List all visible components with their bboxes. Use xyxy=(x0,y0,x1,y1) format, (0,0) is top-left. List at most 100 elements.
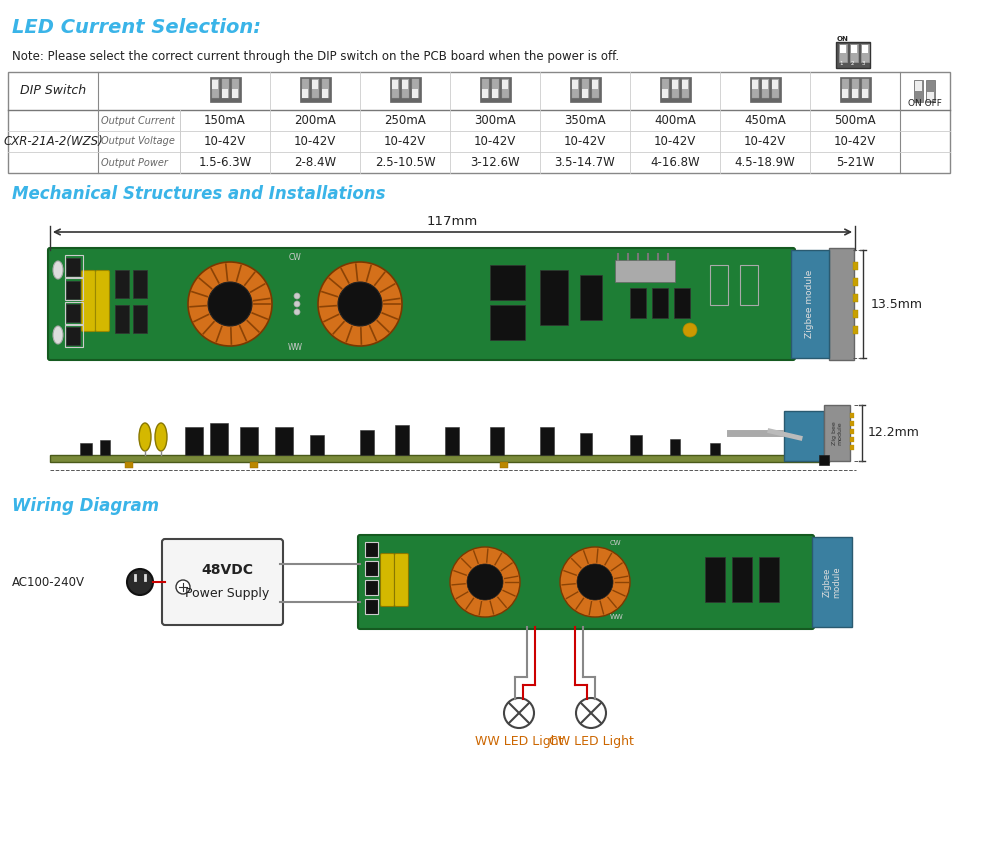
FancyBboxPatch shape xyxy=(853,278,858,286)
FancyBboxPatch shape xyxy=(732,557,752,602)
FancyBboxPatch shape xyxy=(490,427,504,455)
FancyBboxPatch shape xyxy=(8,72,950,173)
Circle shape xyxy=(467,564,503,600)
FancyBboxPatch shape xyxy=(850,44,858,62)
FancyBboxPatch shape xyxy=(662,89,668,98)
Circle shape xyxy=(560,547,630,617)
Circle shape xyxy=(294,301,300,307)
Text: 12.2mm: 12.2mm xyxy=(868,427,920,439)
Text: 10-42V: 10-42V xyxy=(744,135,786,148)
FancyBboxPatch shape xyxy=(365,542,378,557)
Text: 450mA: 450mA xyxy=(745,114,786,127)
FancyBboxPatch shape xyxy=(582,89,588,98)
Text: Zigbee module: Zigbee module xyxy=(805,270,814,338)
Text: 3: 3 xyxy=(861,61,864,66)
FancyBboxPatch shape xyxy=(659,77,691,102)
Text: 200mA: 200mA xyxy=(294,114,336,127)
FancyBboxPatch shape xyxy=(759,557,779,602)
FancyBboxPatch shape xyxy=(791,250,829,358)
Circle shape xyxy=(294,293,300,299)
FancyBboxPatch shape xyxy=(672,80,678,89)
FancyBboxPatch shape xyxy=(812,537,852,627)
FancyBboxPatch shape xyxy=(501,79,508,98)
Circle shape xyxy=(504,698,534,728)
FancyBboxPatch shape xyxy=(480,77,510,102)
FancyBboxPatch shape xyxy=(250,462,258,468)
FancyBboxPatch shape xyxy=(615,260,675,282)
FancyBboxPatch shape xyxy=(853,262,858,270)
FancyBboxPatch shape xyxy=(705,557,725,602)
FancyBboxPatch shape xyxy=(819,455,829,465)
FancyBboxPatch shape xyxy=(853,326,858,334)
Text: Output Current: Output Current xyxy=(101,115,175,126)
Text: 500mA: 500mA xyxy=(834,114,876,127)
FancyBboxPatch shape xyxy=(232,89,238,98)
FancyBboxPatch shape xyxy=(391,79,398,98)
FancyBboxPatch shape xyxy=(80,443,92,455)
FancyBboxPatch shape xyxy=(572,80,578,89)
Text: 3-12.6W: 3-12.6W xyxy=(470,156,520,169)
FancyBboxPatch shape xyxy=(710,443,720,455)
FancyBboxPatch shape xyxy=(490,265,525,300)
Circle shape xyxy=(318,262,402,346)
FancyBboxPatch shape xyxy=(580,275,602,320)
FancyBboxPatch shape xyxy=(365,599,378,614)
FancyBboxPatch shape xyxy=(358,535,814,629)
FancyBboxPatch shape xyxy=(572,79,579,98)
FancyBboxPatch shape xyxy=(312,79,319,98)
FancyBboxPatch shape xyxy=(66,258,80,276)
FancyBboxPatch shape xyxy=(592,80,598,89)
FancyBboxPatch shape xyxy=(81,271,95,331)
FancyBboxPatch shape xyxy=(482,89,488,98)
FancyBboxPatch shape xyxy=(66,281,80,299)
FancyBboxPatch shape xyxy=(840,45,846,53)
FancyBboxPatch shape xyxy=(301,79,308,98)
FancyBboxPatch shape xyxy=(115,305,129,333)
FancyBboxPatch shape xyxy=(851,45,857,53)
FancyBboxPatch shape xyxy=(365,580,378,595)
Circle shape xyxy=(176,580,190,594)
FancyBboxPatch shape xyxy=(749,77,781,102)
FancyBboxPatch shape xyxy=(360,430,374,455)
FancyBboxPatch shape xyxy=(842,79,849,98)
FancyBboxPatch shape xyxy=(630,435,642,455)
FancyBboxPatch shape xyxy=(630,288,646,318)
FancyBboxPatch shape xyxy=(275,427,293,455)
Text: LED Current Selection:: LED Current Selection: xyxy=(12,18,261,37)
Circle shape xyxy=(208,282,252,326)
Ellipse shape xyxy=(139,423,151,451)
FancyBboxPatch shape xyxy=(394,554,408,606)
FancyBboxPatch shape xyxy=(100,440,110,455)
FancyBboxPatch shape xyxy=(761,79,768,98)
FancyBboxPatch shape xyxy=(210,77,240,102)
FancyBboxPatch shape xyxy=(682,79,689,98)
FancyBboxPatch shape xyxy=(762,80,768,89)
FancyBboxPatch shape xyxy=(540,270,568,325)
FancyBboxPatch shape xyxy=(784,411,824,461)
Text: Mechanical Structures and Installations: Mechanical Structures and Installations xyxy=(12,185,386,203)
FancyBboxPatch shape xyxy=(210,423,228,455)
FancyBboxPatch shape xyxy=(492,89,498,98)
FancyBboxPatch shape xyxy=(861,79,868,98)
Text: Wiring Diagram: Wiring Diagram xyxy=(12,497,159,515)
FancyBboxPatch shape xyxy=(852,79,858,98)
FancyBboxPatch shape xyxy=(652,288,668,318)
Circle shape xyxy=(576,698,606,728)
Circle shape xyxy=(188,262,272,346)
FancyBboxPatch shape xyxy=(322,89,328,98)
Text: 2: 2 xyxy=(851,61,853,66)
FancyBboxPatch shape xyxy=(133,270,147,298)
FancyBboxPatch shape xyxy=(365,561,378,576)
FancyBboxPatch shape xyxy=(402,80,408,89)
FancyBboxPatch shape xyxy=(829,248,854,360)
Text: 10-42V: 10-42V xyxy=(834,135,876,148)
Text: Note: Please select the correct current through the DIP switch on the PCB board : Note: Please select the correct current … xyxy=(12,50,619,63)
FancyBboxPatch shape xyxy=(222,79,229,98)
Text: Output Power: Output Power xyxy=(101,158,168,168)
FancyBboxPatch shape xyxy=(212,80,218,89)
FancyBboxPatch shape xyxy=(772,80,778,89)
Circle shape xyxy=(294,309,300,315)
FancyBboxPatch shape xyxy=(125,462,133,468)
FancyBboxPatch shape xyxy=(115,270,129,298)
FancyBboxPatch shape xyxy=(850,437,854,442)
